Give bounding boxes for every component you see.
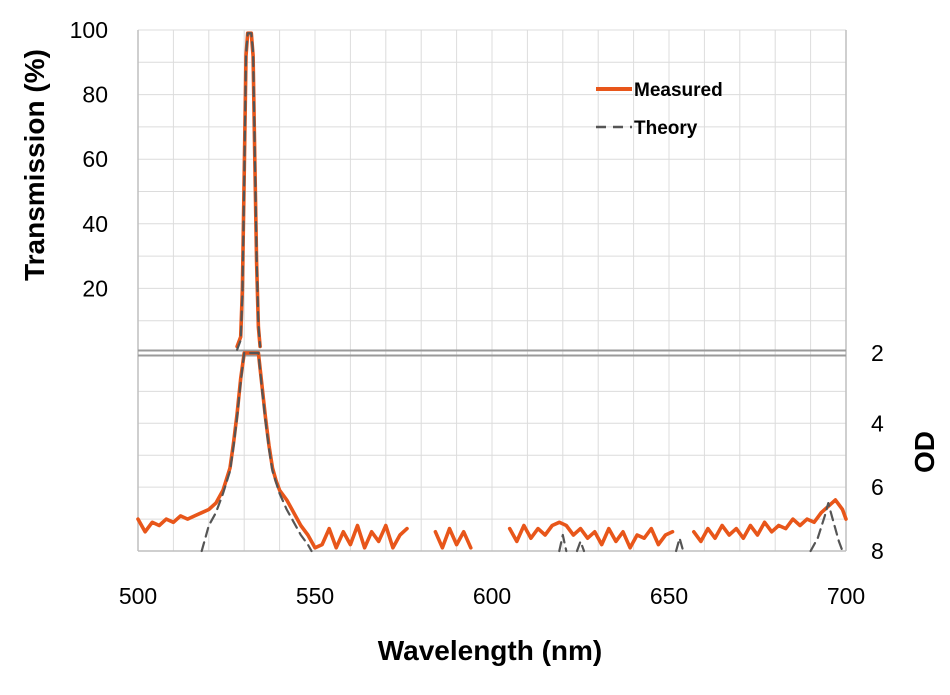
y-tick-label-right: 8 [871, 538, 884, 564]
tick-labels: 500 550 600 650 700 20 40 60 80 100 2 4 6 8 [70, 17, 884, 609]
series-lines [136, 31, 848, 553]
series-measured-transmission-line [235, 31, 262, 349]
x-axis-title: Wavelength (nm) [378, 635, 603, 666]
y-tick-label-left: 20 [82, 275, 108, 301]
x-tick-label: 600 [473, 583, 511, 609]
legend-label-theory: Theory [634, 118, 698, 139]
y-axis-title-left: Transmission (%) [19, 49, 50, 281]
series-theory-od-line [200, 351, 844, 553]
y-axis-title-right: OD [909, 431, 940, 473]
y-tick-label-left: 80 [82, 82, 108, 108]
y-tick-label-right: 6 [871, 474, 884, 500]
legend-label-measured: Measured [634, 80, 723, 101]
y-tick-label-right: 4 [871, 410, 884, 436]
legend: Measured Theory [596, 80, 723, 139]
y-tick-label-right: 2 [871, 340, 884, 366]
x-tick-label: 550 [296, 583, 334, 609]
plot-frame [137, 30, 847, 552]
y-tick-label-left: 100 [70, 17, 108, 43]
y-tick-label-left: 60 [82, 146, 108, 172]
series-measured-od-line [136, 351, 848, 550]
x-tick-label: 650 [650, 583, 688, 609]
x-tick-label: 500 [119, 583, 157, 609]
x-tick-label: 700 [827, 583, 865, 609]
grid-lines [138, 29, 846, 551]
y-tick-label-left: 40 [82, 211, 108, 237]
series-theory-transmission-line [236, 32, 262, 351]
